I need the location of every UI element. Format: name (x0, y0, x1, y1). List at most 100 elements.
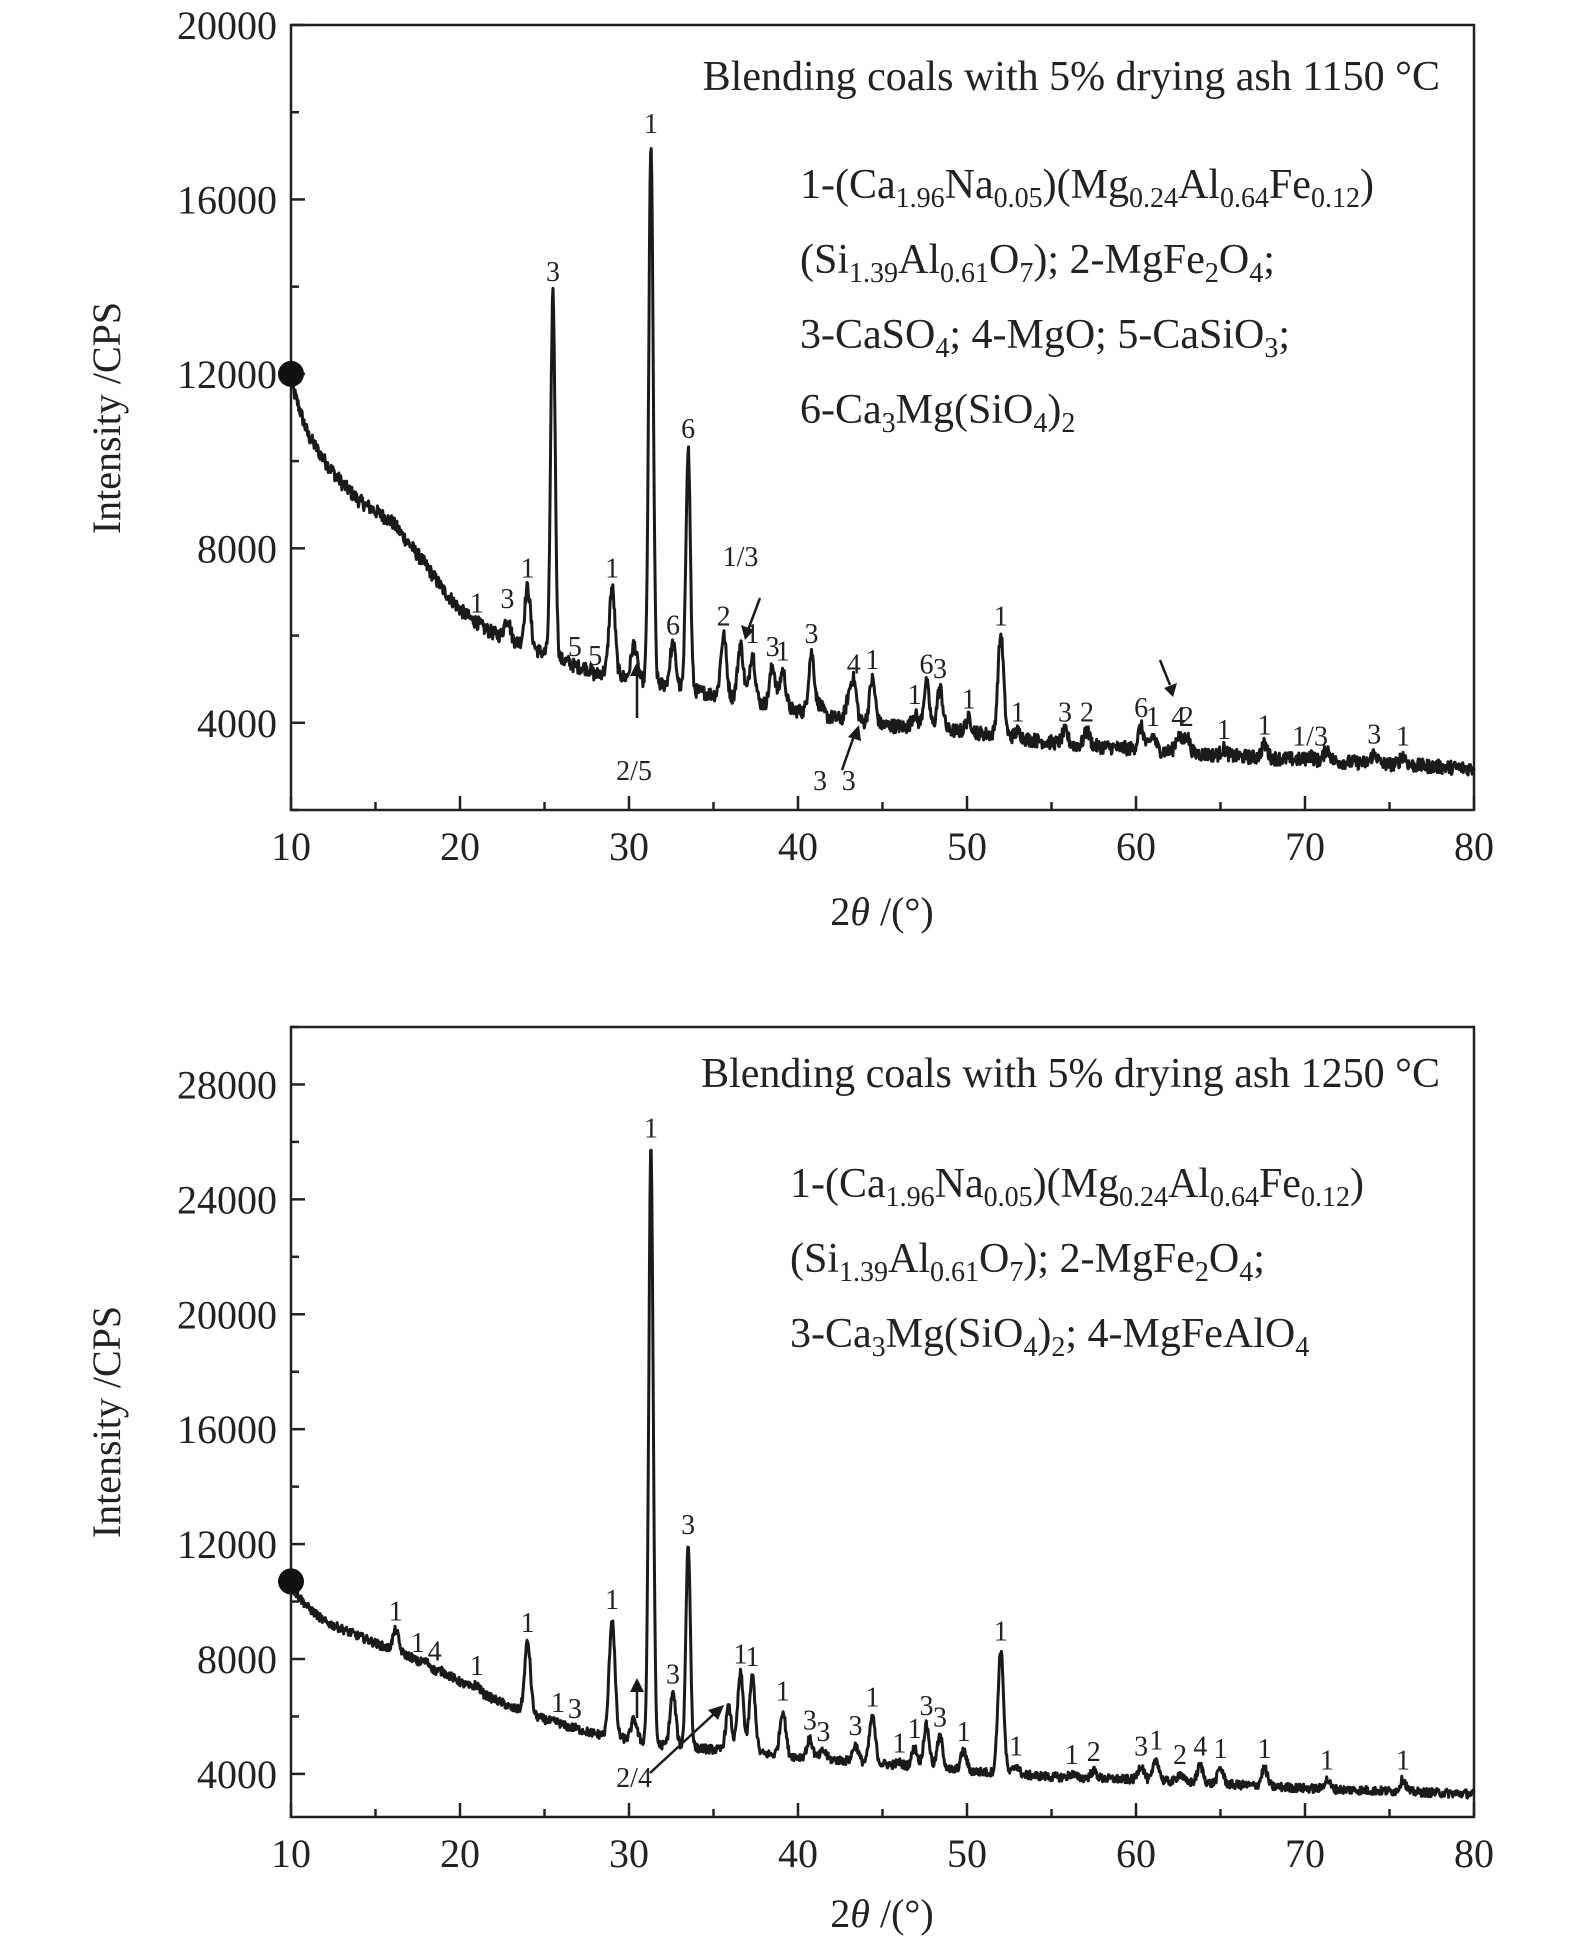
chart-panel-1150: 4000 8000 12000 16000 20000 10 20 30 40 50 60 70 80… (84, 3, 1494, 934)
peak-label: 1/3 (723, 542, 759, 573)
peak-label: 1 (644, 109, 658, 140)
peak-label: 3 (546, 257, 560, 288)
x-tick-label: 10 (271, 824, 311, 869)
x-axis-ticks: 10 20 30 40 50 60 70 80 (271, 796, 1494, 869)
annotation-arrowhead (741, 625, 754, 640)
peak-label: 1 (605, 554, 619, 585)
peak-label: 2 (1087, 1737, 1101, 1768)
peak-label: 1 (865, 645, 879, 676)
peak-label: 2/4 (616, 1763, 652, 1794)
y-tick-label: 24000 (177, 1177, 277, 1222)
peak-label: 1 (644, 1114, 658, 1145)
peak-label: 1 (470, 588, 484, 619)
annotation-arrow (1158, 659, 1172, 686)
peak-label: 1 (1396, 1746, 1410, 1777)
y-tick-label: 4000 (197, 701, 277, 746)
peak-label: 6 (1134, 693, 1148, 724)
peak-label: 1 (892, 1728, 906, 1759)
x-tick-label: 20 (440, 824, 480, 869)
peak-label: 3 (805, 619, 819, 650)
peak-label: 1 (734, 1639, 748, 1670)
peak-label: 1 (470, 1651, 484, 1682)
x-tick-label: 50 (947, 824, 987, 869)
chart-panel-1250: 4000 8000 12000 16000 20000 24000 28000 10 20 30… (84, 1025, 1494, 1936)
peak-label: 2 (1180, 702, 1194, 733)
diffraction-trace (289, 147, 1476, 777)
y-axis-title: Intensity /CPS (84, 302, 129, 534)
peak-label: 4 (847, 650, 861, 681)
annotation-arrow (746, 597, 762, 631)
peak-label: 1 (521, 554, 535, 585)
legend-line-1: 1-(Ca1.96Na0.05)(Mg0.24Al0.64Fe0.12) (790, 1161, 1364, 1213)
y-tick-label: 20000 (177, 1292, 277, 1337)
peak-label: 6 (666, 610, 680, 641)
peak-label: 1 (605, 1585, 619, 1616)
peak-label: 3 (766, 632, 780, 663)
annotation-arrowhead (708, 1705, 724, 1720)
legend-line-3: 3-CaSO4; 4-MgO; 5-CaSiO3; (800, 312, 1290, 364)
peak-label: 1 (1011, 698, 1025, 729)
y-tick-label: 28000 (177, 1062, 277, 1107)
peak-label: 1 (1217, 715, 1231, 746)
peak-label: 1 (865, 1682, 879, 1713)
peak-label: 2 (1080, 698, 1094, 729)
x-axis-title: 2θ /(°) (830, 889, 933, 934)
x-tick-label: 70 (1285, 824, 1325, 869)
annotation-arrowhead (848, 725, 861, 741)
y-tick-label: 16000 (177, 177, 277, 222)
peak-label: 3 (848, 1711, 862, 1742)
peak-label: 3 (842, 766, 856, 797)
annotation-arrowhead (1164, 683, 1177, 697)
peak-label: 1 (1146, 702, 1160, 733)
peak-label: 1 (389, 1596, 403, 1627)
diffraction-trace (290, 1148, 1476, 1800)
peak-label: 2/5 (616, 756, 652, 787)
panel-title: Blending coals with 5% drying ash 1250 °… (701, 1051, 1440, 1097)
start-marker (278, 360, 304, 387)
y-tick-label: 12000 (177, 1522, 277, 1567)
y-tick-label: 20000 (177, 3, 277, 48)
peak-label: 1 (1214, 1734, 1228, 1765)
x-axis-title: 2θ /(°) (830, 1891, 933, 1936)
x-tick-label: 80 (1454, 1831, 1494, 1876)
y-axis-ticks: 4000 8000 12000 16000 20000 24000 28000 (177, 1025, 305, 1797)
peak-label: 4 (428, 1636, 442, 1667)
annotation-arrow (840, 732, 857, 771)
x-tick-label: 80 (1454, 824, 1494, 869)
peak-label: 3 (933, 1703, 947, 1734)
peak-label: 5 (588, 641, 602, 672)
y-tick-label: 8000 (197, 526, 277, 571)
peak-label: 1 (1396, 721, 1410, 752)
peak-label: 3 (666, 1659, 680, 1690)
x-tick-label: 40 (778, 1831, 818, 1876)
peak-label: 1 (776, 636, 790, 667)
peak-label: 1 (1065, 1740, 1079, 1771)
x-tick-label: 10 (271, 1831, 311, 1876)
legend-line-1: 1-(Ca1.96Na0.05)(Mg0.24Al0.64Fe0.12) (800, 162, 1374, 214)
peak-label: 3 (568, 1694, 582, 1725)
peak-label: 5 (568, 632, 582, 663)
peak-label: 3 (919, 1691, 933, 1722)
annotation-arrowhead (630, 662, 644, 676)
peak-label: 1 (994, 602, 1008, 633)
peak-label: 3 (1058, 698, 1072, 729)
legend-line-2: (Si1.39Al0.61O7); 2-MgFe2O4; (800, 237, 1275, 289)
panel-title: Blending coals with 5% drying ash 1150 °… (703, 54, 1440, 100)
y-tick-label: 8000 (197, 1637, 277, 1682)
x-tick-label: 30 (609, 1831, 649, 1876)
peak-label: 1 (908, 680, 922, 711)
annotation-arrowhead (630, 1678, 644, 1692)
peak-label: 3 (681, 1510, 695, 1541)
x-tick-label: 40 (778, 824, 818, 869)
peak-label: 1 (1257, 1734, 1271, 1765)
peak-label: 4 (1171, 702, 1185, 733)
y-tick-label: 4000 (197, 1752, 277, 1797)
peak-label: 1 (1320, 1746, 1334, 1777)
peak-label: 2 (1173, 1740, 1187, 1771)
x-tick-label: 70 (1285, 1831, 1325, 1876)
peak-label: 3 (1134, 1731, 1148, 1762)
peak-label: 3 (813, 766, 827, 797)
